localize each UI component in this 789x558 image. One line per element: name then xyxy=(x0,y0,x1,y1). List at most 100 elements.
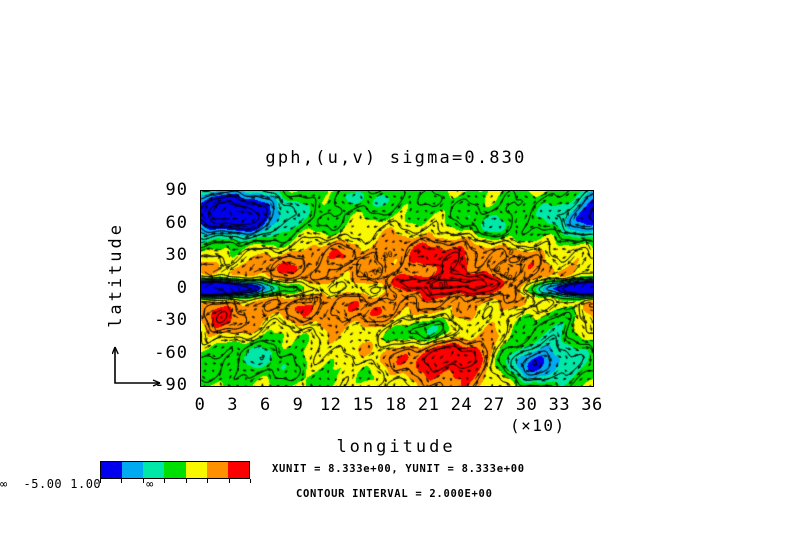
x-axis-tick-label: 12 xyxy=(319,395,342,415)
axis-tick xyxy=(343,386,344,387)
x-axis-tick-label: 24 xyxy=(450,395,473,415)
colorbar-tick xyxy=(142,479,144,483)
axis-tick xyxy=(593,310,594,311)
colorbar-tick-label: 1.00 xyxy=(70,477,102,491)
axis-tick xyxy=(430,386,432,387)
axis-tick xyxy=(245,386,246,387)
x-axis-tick-label: 0 xyxy=(194,395,206,415)
contour-lines-and-wind-vectors-layer xyxy=(201,191,593,386)
axis-tick xyxy=(549,386,550,387)
axis-tick xyxy=(593,245,594,246)
axis-tick xyxy=(593,278,594,279)
colorbar-tick xyxy=(100,479,101,483)
colorbar-tick xyxy=(121,479,123,483)
axis-tick xyxy=(593,321,594,323)
axis-tick xyxy=(495,386,497,387)
colorbar-tick-label: −∞ xyxy=(0,477,8,491)
axis-tick xyxy=(593,386,594,387)
axis-tick xyxy=(201,386,203,387)
axis-tick xyxy=(332,386,334,387)
x-axis-tick-label: 6 xyxy=(259,395,271,415)
colorbar-tick-label: -5.00 xyxy=(23,477,63,491)
axis-tick xyxy=(419,386,420,387)
colorbar-band xyxy=(101,462,123,478)
axis-tick xyxy=(593,202,594,203)
colorbar-tick xyxy=(164,479,166,483)
y-axis-tick-labels: 90 60 30 0 -30 -60 -90 xyxy=(120,180,188,395)
y-axis-tick-label: 90 xyxy=(165,180,188,200)
y-axis-title: latitude xyxy=(106,222,126,328)
y-axis-tick-label: -30 xyxy=(154,310,188,330)
axis-tick xyxy=(441,386,442,387)
y-axis-tick-label: 60 xyxy=(165,212,188,233)
colorbar-band xyxy=(185,462,207,478)
x-axis-tick-labels: 0 3 6 9 12 15 18 21 24 27 30 33 36 xyxy=(195,395,603,419)
x-axis-tick-label: 36 xyxy=(581,395,603,415)
x-axis-tick-label: 33 xyxy=(548,395,571,415)
axis-tick xyxy=(277,386,278,387)
axis-tick xyxy=(593,354,594,356)
colorbar-band xyxy=(227,462,249,478)
axis-tick xyxy=(506,386,507,387)
axis-tick xyxy=(593,289,594,291)
axis-tick xyxy=(321,386,322,387)
axis-tick xyxy=(212,386,213,387)
axis-tick xyxy=(255,386,256,387)
axis-tick xyxy=(473,386,474,387)
x-axis-multiplier: (×10) xyxy=(510,416,566,435)
axis-tick xyxy=(539,386,540,387)
axis-tick xyxy=(462,386,464,387)
colorbar-ticks xyxy=(100,479,251,484)
axis-tick xyxy=(200,386,201,387)
axis-tick xyxy=(582,386,583,387)
axis-tick xyxy=(234,386,236,387)
colorbar-band xyxy=(164,462,186,478)
axis-tick xyxy=(593,267,594,268)
x-axis-tick-label: 9 xyxy=(292,395,304,415)
axis-tick xyxy=(528,386,530,387)
axis-tick xyxy=(593,343,594,344)
axis-tick xyxy=(353,386,354,387)
annotation-units: XUNIT = 8.333e+00, YUNIT = 8.333e+00 xyxy=(272,463,525,475)
axis-tick xyxy=(223,386,224,387)
axis-tick xyxy=(299,386,301,387)
colorbar-band xyxy=(122,462,144,478)
contour-plot-area[interactable] xyxy=(200,190,594,387)
colorbar-tick xyxy=(250,479,251,483)
colorbar[interactable] xyxy=(100,461,251,483)
axis-tick xyxy=(397,386,399,387)
axis-tick xyxy=(364,386,366,387)
colorbar-tick-labels: −∞ -5.00 1.00 ∞ xyxy=(0,477,170,493)
axis-tick xyxy=(517,386,518,387)
axis-tick xyxy=(593,364,594,365)
axis-tick xyxy=(288,386,289,387)
axis-tick xyxy=(386,386,387,387)
x-axis-tick-label: 3 xyxy=(227,395,239,415)
colorbar-tick xyxy=(207,479,209,483)
axis-tick xyxy=(375,386,376,387)
colorbar-band xyxy=(206,462,228,478)
x-axis-tick-label: 18 xyxy=(385,395,407,415)
axis-tick xyxy=(593,213,594,214)
axis-tick xyxy=(484,386,485,387)
axis-tick xyxy=(560,386,562,387)
axis-tick xyxy=(593,256,594,258)
wind-vector-scale-legend xyxy=(111,343,164,387)
axis-tick xyxy=(571,386,572,387)
axis-tick xyxy=(451,386,452,387)
y-axis-tick-label: -60 xyxy=(154,342,188,363)
y-axis-tick-label: -90 xyxy=(154,375,188,395)
axis-tick xyxy=(593,332,594,333)
axis-tick xyxy=(593,386,594,387)
axis-tick xyxy=(408,386,409,387)
colorbar-band xyxy=(143,462,165,478)
axis-tick xyxy=(593,234,594,235)
axis-tick xyxy=(593,299,594,300)
y-axis-tick-label: 30 xyxy=(165,245,188,265)
y-axis-tick-label: 0 xyxy=(176,277,188,298)
colorbar-bands xyxy=(100,461,250,479)
annotation-contour-interval: CONTOUR INTERVAL = 2.000E+00 xyxy=(296,488,493,500)
page-title: gph,(u,v) sigma=0.830 xyxy=(265,148,527,168)
x-axis-tick-label: 15 xyxy=(352,395,375,415)
x-axis-tick-label: 27 xyxy=(483,395,505,415)
